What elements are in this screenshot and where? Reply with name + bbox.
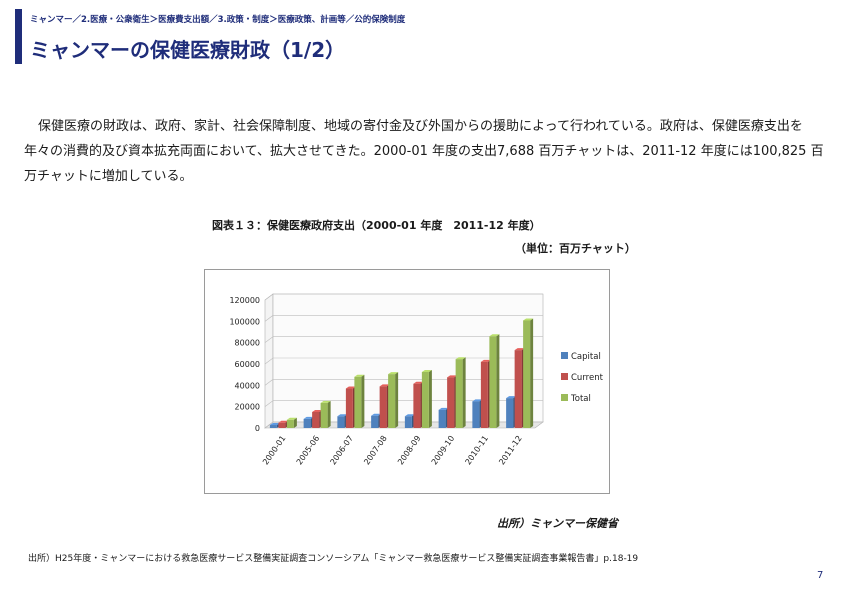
bar-top <box>303 416 314 419</box>
bar-top <box>269 423 280 426</box>
legend-swatch <box>561 352 568 359</box>
bar <box>354 376 362 428</box>
figure-source: 出所）ミャンマー保健省 <box>497 517 618 530</box>
bar <box>388 374 396 428</box>
figure-unit: （単位：百万チャット） <box>515 242 636 255</box>
bar-side <box>361 374 365 428</box>
bar-top <box>506 396 517 399</box>
bar-top <box>438 407 449 410</box>
bar <box>345 388 353 428</box>
bar-side <box>462 357 466 428</box>
bar <box>371 415 379 428</box>
bar <box>438 409 446 428</box>
x-tick-label: 2011-12 <box>497 434 524 467</box>
bar-side <box>395 372 399 428</box>
bar-top <box>345 386 356 389</box>
y-tick-label: 120000 <box>229 296 260 305</box>
bar <box>523 320 531 428</box>
bar-top <box>480 359 491 362</box>
bar <box>489 336 497 428</box>
page-title: ミャンマーの保健医療財政（1/2） <box>30 38 346 62</box>
bar-top <box>286 417 297 420</box>
bar <box>320 402 328 428</box>
bar <box>404 416 412 428</box>
bar-chart: 0 20000 40000 60000 80000 100000 120000 2000-01… <box>229 293 604 467</box>
x-tick-label: 2009-10 <box>430 434 457 467</box>
bar-top <box>388 372 399 375</box>
breadcrumb: ミャンマー／2.医療・公衆衛生＞医療費支出額／3.政策・制度＞医療政策、計画等／… <box>30 15 406 25</box>
bar <box>447 377 455 428</box>
y-gridline <box>264 336 543 343</box>
bar-top <box>489 334 500 337</box>
bar-side <box>428 370 432 428</box>
y-tick-label: 60000 <box>235 360 260 369</box>
bar <box>312 412 320 428</box>
bar <box>413 383 421 428</box>
bar <box>269 425 277 428</box>
bar <box>472 401 480 428</box>
x-tick-label: 2000-01 <box>261 434 288 467</box>
bar <box>286 419 294 428</box>
bar-top <box>371 413 382 416</box>
bar-top <box>472 399 483 402</box>
x-tick-label: 2008-09 <box>396 434 423 467</box>
y-gridline <box>264 357 543 365</box>
bar-side <box>496 334 500 428</box>
bar <box>379 386 387 428</box>
y-tick-label: 80000 <box>235 339 260 348</box>
y-tick-label: 40000 <box>235 381 260 390</box>
bar <box>303 418 311 428</box>
bar-top <box>455 357 466 360</box>
bar-side <box>530 318 534 428</box>
bar-top <box>514 348 525 351</box>
footnote: 出所）H25年度・ミャンマーにおける救急医療サービス整備実証調査コンソーシアム「… <box>28 554 639 564</box>
x-tick-label: 2005-06 <box>295 434 322 467</box>
y-gridline <box>264 293 543 301</box>
x-tick-label: 2010-11 <box>463 434 490 467</box>
bar <box>480 361 488 428</box>
bar-top <box>413 381 424 384</box>
legend-label: Capital <box>571 352 601 362</box>
bar-side <box>293 417 297 428</box>
y-tick-label: 100000 <box>229 317 260 326</box>
chart-frame: 0 20000 40000 60000 80000 100000 120000 2000-01… <box>204 269 610 494</box>
bar <box>455 359 463 428</box>
bar-top <box>278 420 289 423</box>
figure-caption: 図表１３：保健医療政府支出（2000-01 年度 2011-12 年度） <box>212 219 541 232</box>
bar <box>421 372 429 428</box>
title-accent-bar <box>15 9 22 64</box>
bar-top <box>404 414 415 417</box>
bar-top <box>337 414 348 417</box>
page-number: 7 <box>817 570 824 581</box>
legend-swatch <box>561 394 568 401</box>
y-tick-label: 20000 <box>235 403 260 412</box>
bar <box>506 398 514 428</box>
legend-swatch <box>561 373 568 380</box>
bar-top <box>320 400 331 403</box>
bar <box>337 416 345 428</box>
x-tick-label: 2006-07 <box>328 434 355 467</box>
legend-label: Total <box>570 394 591 404</box>
bar-side <box>327 400 331 428</box>
x-tick-label: 2007-08 <box>362 434 389 467</box>
bar-top <box>421 370 432 372</box>
bar-top <box>379 384 390 387</box>
bar-top <box>354 374 365 377</box>
bar-top <box>312 410 323 412</box>
y-gridline <box>264 315 543 322</box>
bar <box>278 422 286 428</box>
y-tick-label: 0 <box>255 424 260 433</box>
body-paragraph: 保健医療の財政は、政府、家計、社会保障制度、地域の寄付金及び外国からの援助によっ… <box>24 119 824 184</box>
bar <box>514 350 522 428</box>
bar-top <box>447 375 458 378</box>
body-text: 保健医療の財政は、政府、家計、社会保障制度、地域の寄付金及び外国からの援助によっ… <box>24 114 824 189</box>
bar-top <box>523 318 534 321</box>
legend-label: Current <box>571 373 604 383</box>
